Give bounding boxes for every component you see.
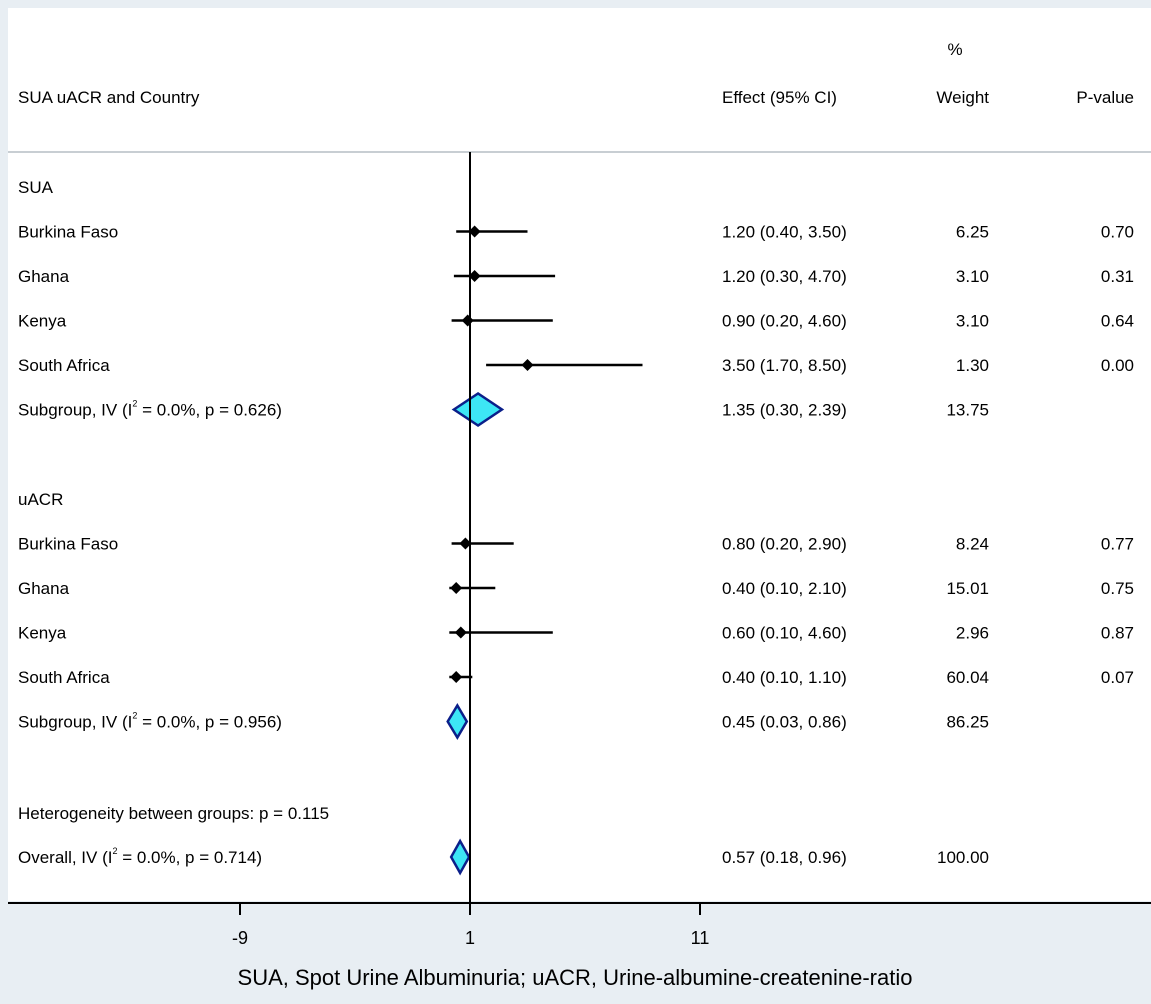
study-name: Kenya bbox=[18, 312, 67, 331]
study-column-header: SUA uACR and Country bbox=[18, 88, 200, 107]
effect-ci-text: 3.50 (1.70, 8.50) bbox=[722, 356, 847, 375]
weight-value: 8.24 bbox=[956, 535, 989, 554]
study-name: Burkina Faso bbox=[18, 535, 118, 554]
point-estimate-marker bbox=[468, 270, 481, 282]
effect-ci-text: 1.20 (0.40, 3.50) bbox=[722, 223, 847, 242]
subgroup-diamond bbox=[446, 703, 469, 740]
overall-label: Overall, IV (I2 = 0.0%, p = 0.714) bbox=[18, 846, 262, 867]
study-name: Burkina Faso bbox=[18, 223, 118, 242]
overall-effect-text: 0.57 (0.18, 0.96) bbox=[722, 848, 847, 867]
weight-value: 6.25 bbox=[956, 223, 989, 242]
effect-ci-text: 1.20 (0.30, 4.70) bbox=[722, 267, 847, 286]
plot-panel bbox=[8, 8, 1151, 901]
subgroup-effect-text: 1.35 (0.30, 2.39) bbox=[722, 401, 847, 420]
point-estimate-marker bbox=[521, 359, 534, 371]
effect-ci-text: 0.80 (0.20, 2.90) bbox=[722, 535, 847, 554]
effect-column-header: Effect (95% CI) bbox=[722, 88, 837, 107]
point-estimate-marker bbox=[450, 582, 463, 594]
study-name: Kenya bbox=[18, 624, 67, 643]
p-value: 0.77 bbox=[1101, 535, 1134, 554]
weight-value: 1.30 bbox=[956, 356, 989, 375]
effect-ci-text: 0.40 (0.10, 1.10) bbox=[722, 668, 847, 687]
study-name: South Africa bbox=[18, 668, 110, 687]
subgroup-label: Subgroup, IV (I2 = 0.0%, p = 0.956) bbox=[18, 711, 282, 732]
overall-weight: 100.00 bbox=[937, 848, 989, 867]
x-axis-caption: SUA, Spot Urine Albuminuria; uACR, Urine… bbox=[238, 965, 913, 990]
x-axis-ticks: -9 1 11 bbox=[232, 903, 709, 948]
x-tick-label: 1 bbox=[465, 928, 475, 948]
heterogeneity-note: Heterogeneity between groups: p = 0.115 bbox=[18, 804, 329, 823]
p-value: 0.00 bbox=[1101, 356, 1134, 375]
weight-value: 2.96 bbox=[956, 624, 989, 643]
effect-ci-text: 0.60 (0.10, 4.60) bbox=[722, 624, 847, 643]
subgroup-weight: 86.25 bbox=[946, 713, 989, 732]
subgroup-label: Subgroup, IV (I2 = 0.0%, p = 0.626) bbox=[18, 399, 282, 420]
p-value: 0.70 bbox=[1101, 223, 1134, 242]
weight-value: 3.10 bbox=[956, 267, 989, 286]
weight-value: 3.10 bbox=[956, 312, 989, 331]
subgroup-weight: 13.75 bbox=[946, 401, 989, 420]
study-name: South Africa bbox=[18, 356, 110, 375]
point-estimate-marker bbox=[468, 225, 481, 238]
weight-value: 60.04 bbox=[946, 668, 989, 687]
p-value: 0.31 bbox=[1101, 267, 1134, 286]
weight-value: 15.01 bbox=[946, 579, 989, 598]
weight-header-top: % bbox=[947, 40, 962, 59]
p-value: 0.64 bbox=[1101, 312, 1134, 331]
effect-ci-text: 0.40 (0.10, 2.10) bbox=[722, 579, 847, 598]
group-label: uACR bbox=[18, 490, 63, 509]
group-label: SUA bbox=[18, 178, 54, 197]
point-estimate-marker bbox=[454, 626, 467, 639]
x-tick-label: 11 bbox=[691, 928, 710, 948]
p-value: 0.87 bbox=[1101, 624, 1134, 643]
point-estimate-marker bbox=[459, 537, 472, 550]
p-value: 0.75 bbox=[1101, 579, 1134, 598]
forest-rows: SUA Burkina Faso 1.20 (0.40, 3.50) 6.25 0.70… bbox=[18, 178, 1134, 876]
p-value: 0.07 bbox=[1101, 668, 1134, 687]
effect-ci-text: 0.90 (0.20, 4.60) bbox=[722, 312, 847, 331]
study-name: Ghana bbox=[18, 267, 70, 286]
subgroup-effect-text: 0.45 (0.03, 0.86) bbox=[722, 713, 847, 732]
study-name: Ghana bbox=[18, 579, 70, 598]
pvalue-column-header: P-value bbox=[1076, 88, 1134, 107]
x-tick-label: -9 bbox=[232, 928, 248, 948]
point-estimate-marker bbox=[450, 671, 463, 683]
weight-column-header: Weight bbox=[936, 88, 989, 107]
